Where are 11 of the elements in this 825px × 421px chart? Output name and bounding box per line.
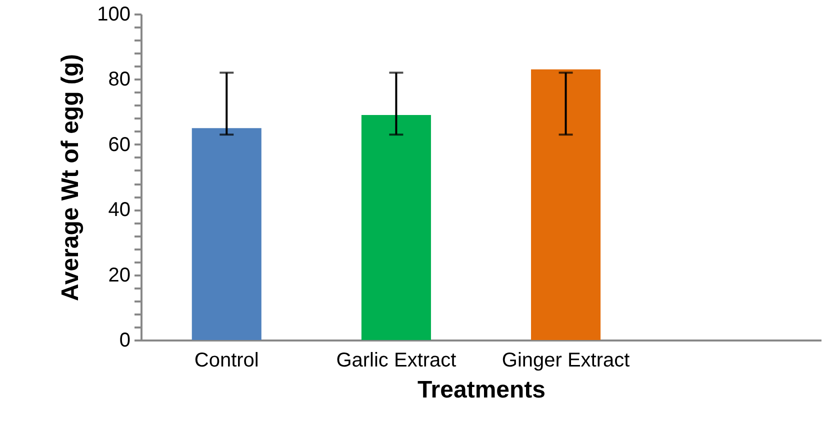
y-tick-label: 60 bbox=[108, 134, 130, 156]
y-tick-label: 80 bbox=[108, 68, 130, 91]
x-tick-label: Control bbox=[194, 350, 259, 372]
x-tick-label: Ginger Extract bbox=[502, 350, 630, 372]
x-tick-label: Garlic Extract bbox=[336, 350, 457, 372]
x-axis-title: Treatments bbox=[417, 376, 546, 404]
y-tick-label: 20 bbox=[108, 264, 130, 286]
y-axis-title: Average Wt of egg (g) bbox=[57, 54, 84, 302]
y-tick-label: 100 bbox=[97, 4, 130, 26]
y-tick-label: 0 bbox=[119, 330, 130, 352]
y-tick-label: 40 bbox=[108, 199, 130, 222]
